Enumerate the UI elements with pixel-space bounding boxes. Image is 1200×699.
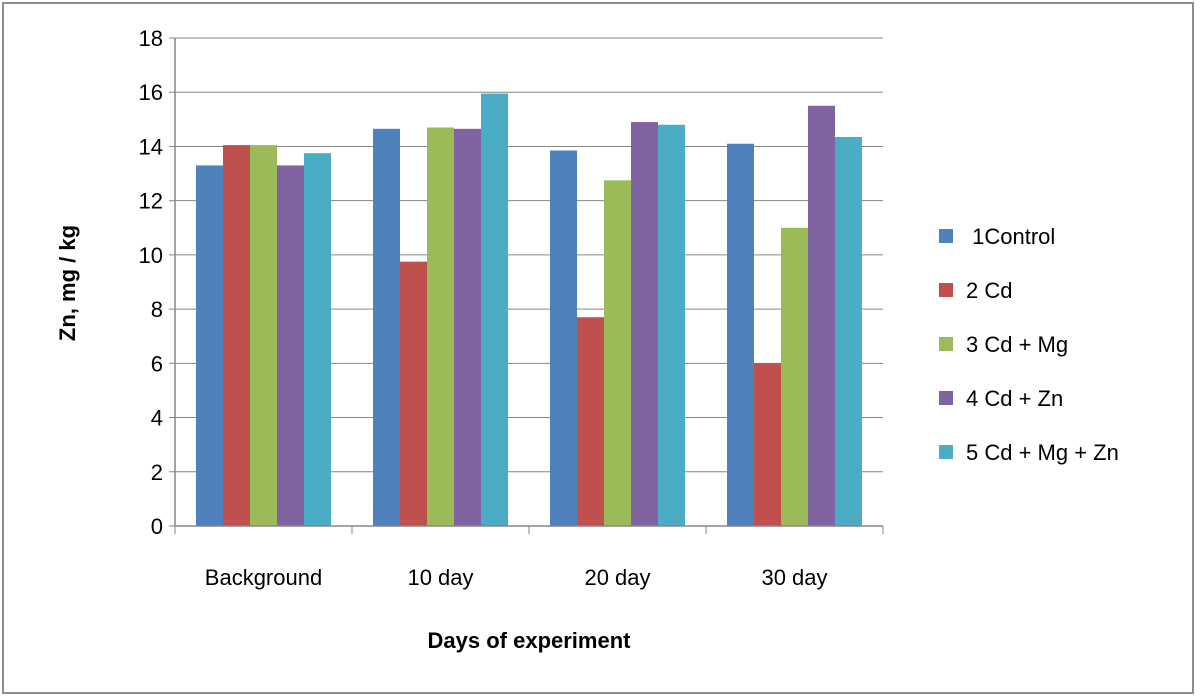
legend-label: 3 Cd + Mg <box>966 332 1068 357</box>
legend-swatch <box>939 445 953 459</box>
bar <box>604 180 631 527</box>
bar <box>373 128 400 527</box>
y-tick-labels: 0 2 4 6 8 10 12 14 16 18 <box>139 26 163 539</box>
x-tick-label: 10 day <box>407 565 473 590</box>
y-tick-label: 10 <box>139 243 163 268</box>
y-tick-label: 4 <box>151 406 163 431</box>
bar <box>400 261 427 526</box>
x-tick-label: Background <box>205 565 322 590</box>
bar <box>631 122 658 527</box>
bar <box>727 143 754 526</box>
bar <box>808 105 835 527</box>
legend-label: 1Control <box>966 224 1055 249</box>
legend-swatch <box>939 391 953 405</box>
legend-label: 5 Cd + Mg + Zn <box>966 440 1119 465</box>
y-tick-label: 8 <box>151 297 163 322</box>
bar <box>781 227 808 526</box>
bars <box>196 93 862 527</box>
bar <box>427 127 454 526</box>
bar <box>658 124 685 526</box>
bar <box>835 136 862 526</box>
y-tick-label: 14 <box>139 134 163 159</box>
x-tick-label: 20 day <box>584 565 650 590</box>
legend-label: 4 Cd + Zn <box>966 386 1063 411</box>
x-axis-title: Days of experiment <box>428 628 632 653</box>
bar <box>304 153 331 526</box>
bar <box>754 363 781 526</box>
legend: 1Control 2 Cd 3 Cd + Mg 4 Cd + Zn 5 Cd + Mg … <box>939 224 1119 465</box>
bar <box>481 93 508 527</box>
y-tick-label: 12 <box>139 189 163 214</box>
y-tick-label: 6 <box>151 351 163 376</box>
x-tick-labels: Background 10 day 20 day 30 day <box>205 565 828 590</box>
bar <box>223 145 250 527</box>
legend-swatch <box>939 337 953 351</box>
axes <box>169 37 884 534</box>
bar <box>454 128 481 527</box>
y-tick-label: 16 <box>139 80 163 105</box>
bar <box>577 317 604 526</box>
y-tick-label: 0 <box>151 514 163 539</box>
bar <box>196 165 223 526</box>
bar <box>250 145 277 527</box>
legend-swatch <box>939 229 953 243</box>
legend-swatch <box>939 283 953 297</box>
legend-label: 2 Cd <box>966 278 1012 303</box>
y-tick-label: 18 <box>139 26 163 51</box>
x-tick-label: 30 day <box>761 565 827 590</box>
y-tick-label: 2 <box>151 460 163 485</box>
bar <box>277 165 304 526</box>
y-axis-title: Zn, mg / kg <box>55 225 80 341</box>
bar <box>550 150 577 526</box>
